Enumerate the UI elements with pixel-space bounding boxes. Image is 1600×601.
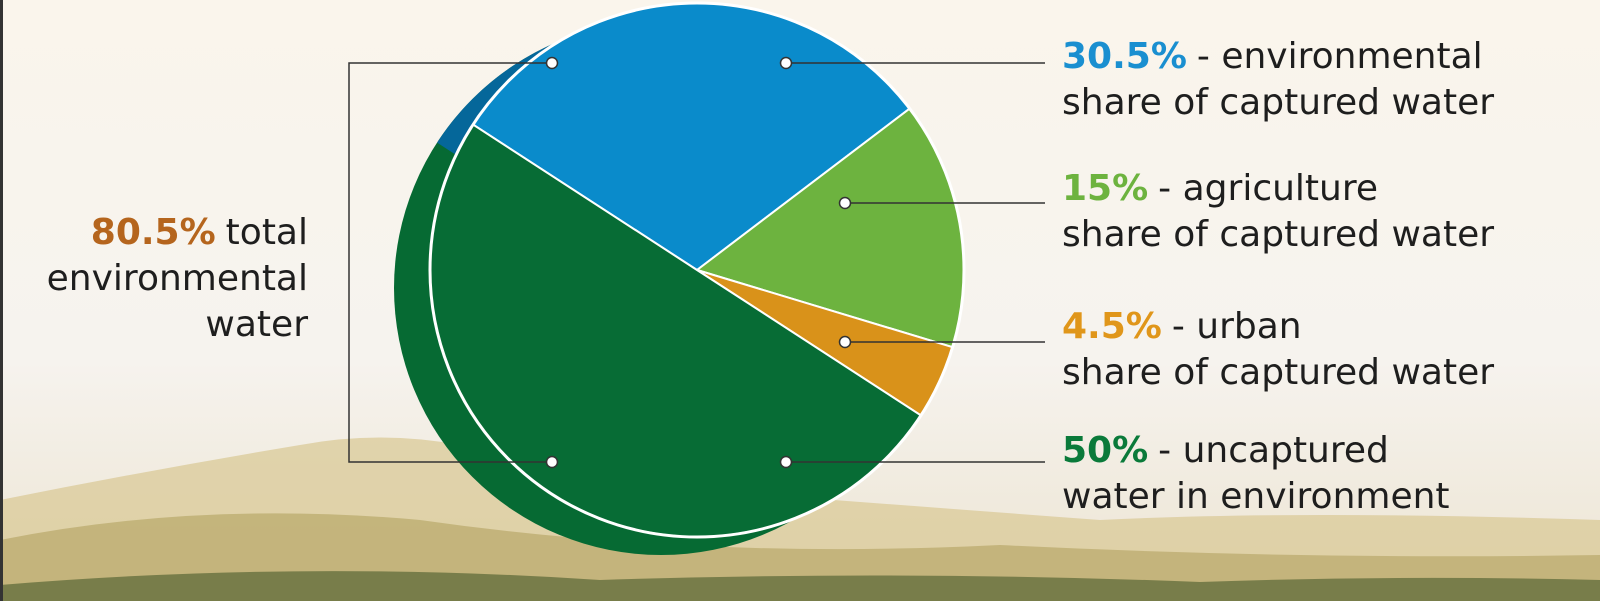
legend-name-line2: share of captured water	[1062, 82, 1494, 123]
total-value: 80.5%	[91, 212, 216, 253]
total-bracket	[348, 62, 552, 463]
legend-label: 50% - uncaptured	[1062, 430, 1389, 471]
legend-value: 30.5%	[1062, 36, 1187, 77]
legend-label: 15% - agriculture	[1062, 168, 1378, 209]
legend-name-line2: share of captured water	[1062, 352, 1494, 393]
legend-label: 30.5% - environmental	[1062, 36, 1483, 77]
legend-value: 15%	[1062, 168, 1148, 209]
legend-name: - environmental	[1197, 36, 1483, 77]
labels: 30.5% - environmental share of captured wa…	[47, 36, 1495, 517]
legend-name: - uncaptured	[1158, 430, 1389, 471]
border	[0, 0, 3, 601]
total-label: 80.5% total	[91, 212, 308, 253]
leader-dot	[779, 56, 793, 70]
pie	[394, 1, 966, 555]
total-text: total	[226, 212, 308, 253]
legend-value: 50%	[1062, 430, 1148, 471]
legend-name: - agriculture	[1158, 168, 1378, 209]
leader-dot	[545, 455, 559, 469]
leader-dot	[545, 56, 559, 70]
leader-dot	[838, 196, 852, 210]
legend-name-line2: share of captured water	[1062, 214, 1494, 255]
total-text: water	[205, 304, 308, 345]
legend-name: - urban	[1172, 306, 1302, 347]
total-text: environmental	[47, 258, 308, 299]
leader-dot	[779, 455, 793, 469]
trees	[0, 571, 1600, 601]
leader-dot	[838, 335, 852, 349]
legend-value: 4.5%	[1062, 306, 1162, 347]
pie-outline	[428, 1, 966, 539]
legend-label: 4.5% - urban	[1062, 306, 1302, 347]
legend-name-line2: water in environment	[1062, 476, 1450, 517]
